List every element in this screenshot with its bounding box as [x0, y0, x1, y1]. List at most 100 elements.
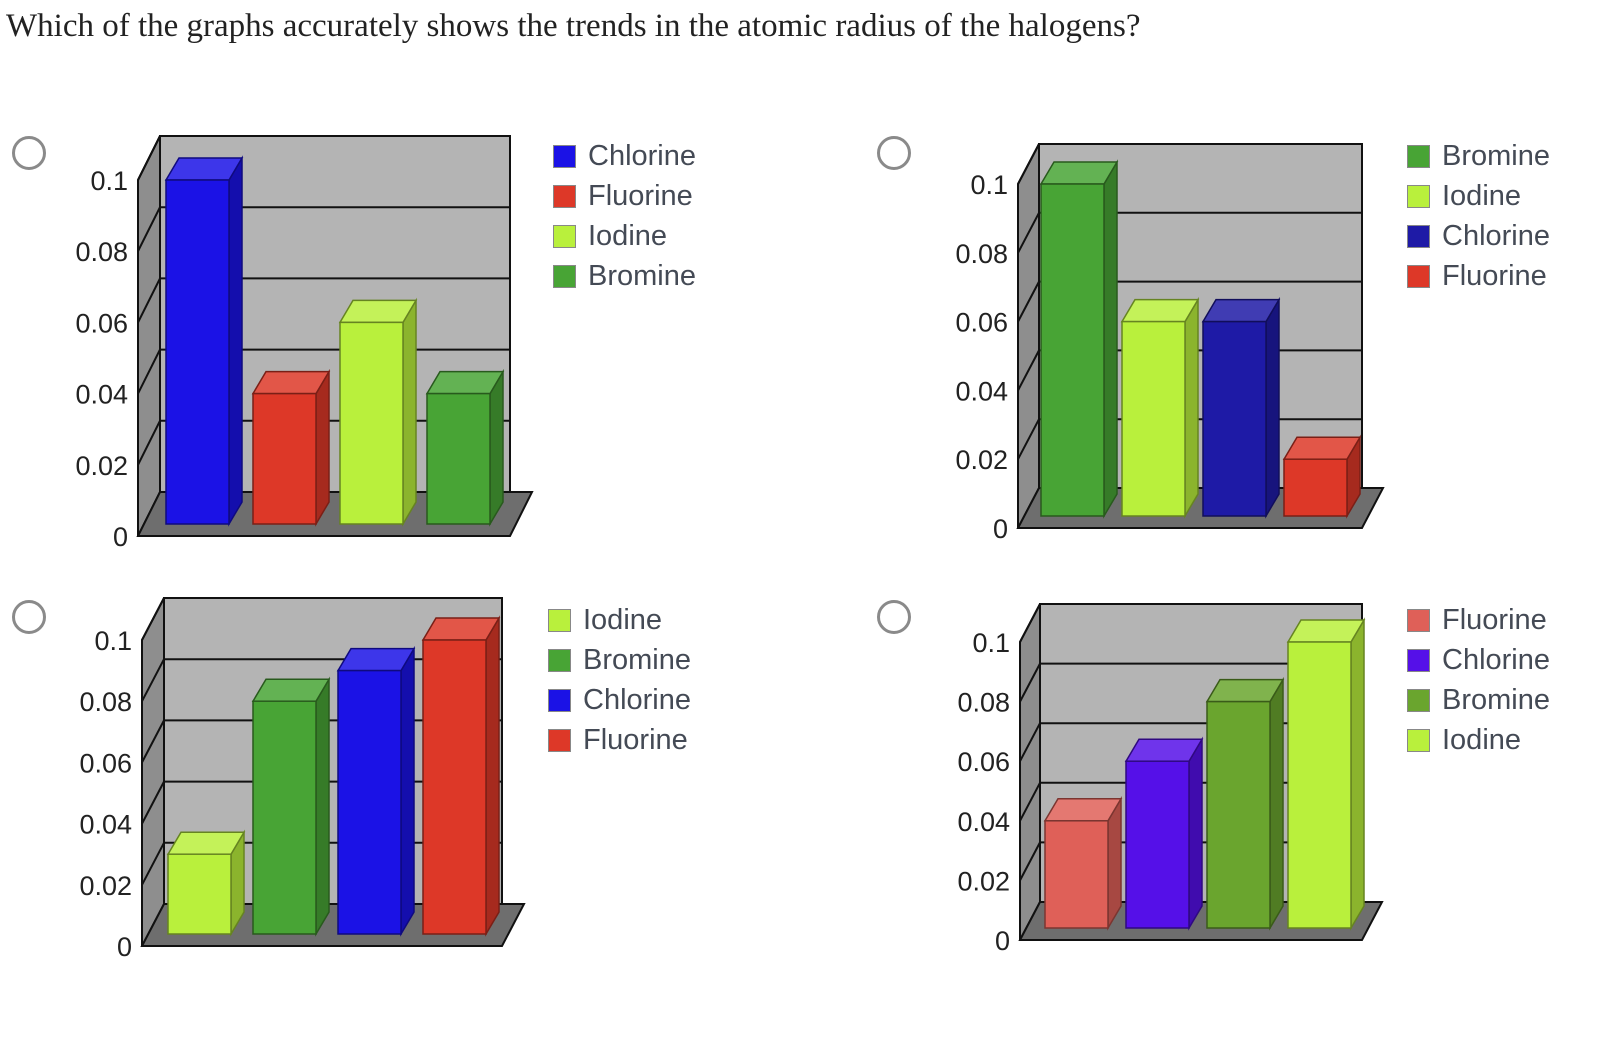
legend-item-chlorine: Chlorine: [1407, 640, 1550, 680]
bar-iodine: [1286, 617, 1366, 931]
legend-swatch: [1407, 264, 1430, 288]
legend-label: Iodine: [1442, 179, 1522, 212]
legend-label: Fluorine: [583, 723, 688, 756]
legend-item-fluorine: Fluorine: [553, 176, 696, 216]
bar-iodine: [338, 297, 418, 527]
legend-item-fluorine: Fluorine: [548, 720, 691, 760]
bar-chlorine: [336, 645, 416, 937]
y-tick-label: 0.08: [79, 687, 132, 717]
legend-swatch: [548, 728, 571, 752]
legend-label: Bromine: [1442, 683, 1550, 716]
legend-item-iodine: Iodine: [1407, 720, 1550, 760]
legend-label: Bromine: [1442, 139, 1550, 172]
y-tick-label: 0: [995, 926, 1010, 956]
legend-item-iodine: Iodine: [548, 600, 691, 640]
y-tick-label: 0.02: [957, 866, 1010, 896]
y-tick-label: 0.08: [957, 688, 1010, 718]
legend-label: Fluorine: [588, 179, 693, 212]
bar-fluorine: [421, 615, 501, 937]
legend-label: Chlorine: [1442, 643, 1550, 676]
legend-item-bromine: Bromine: [1407, 136, 1550, 176]
y-tick-label: 0.02: [955, 445, 1008, 475]
legend-label: Chlorine: [1442, 219, 1550, 252]
legend-label: Chlorine: [583, 683, 691, 716]
gridline-side: [1019, 603, 1041, 643]
legend-item-iodine: Iodine: [1407, 176, 1550, 216]
legend-item-chlorine: Chlorine: [1407, 216, 1550, 256]
y-tick-label: 0.02: [79, 871, 132, 901]
answer-option-3[interactable]: 0 0.02 0.04 0.06 0.08 0.1 Iodine Bromine Chlori…: [0, 597, 760, 1040]
legend-item-fluorine: Fluorine: [1407, 600, 1550, 640]
gridline-side: [1017, 143, 1040, 185]
y-tick-label: 0.06: [75, 308, 128, 338]
legend-label: Iodine: [588, 219, 668, 252]
bar-chlorine: [164, 155, 244, 527]
y-tick-label: 0.1: [972, 628, 1010, 658]
y-tick-label: 0.04: [79, 810, 132, 840]
legend-swatch: [1407, 648, 1430, 672]
y-tick-label: 0.1: [90, 166, 128, 196]
option-2-chart: 0 0.02 0.04 0.06 0.08 0.1: [955, 143, 1385, 544]
legend-swatch: [1407, 608, 1430, 632]
bar-chlorine: [1124, 736, 1204, 931]
y-tick-label: 0.02: [75, 451, 128, 481]
legend-item-chlorine: Chlorine: [553, 136, 696, 176]
y-tick-label: 0.08: [955, 239, 1008, 269]
answer-option-4[interactable]: 0 0.02 0.04 0.06 0.08 0.1 Fluorine Chlorine Bro…: [865, 600, 1617, 1040]
bar-iodine: [1120, 296, 1200, 519]
chart-left-wall: [1019, 603, 1041, 941]
legend-swatch: [553, 264, 576, 288]
chart-left-wall: [1017, 143, 1040, 529]
y-tick-label: 0: [117, 932, 132, 962]
legend-swatch: [548, 648, 571, 672]
legend-swatch: [553, 144, 576, 168]
option-3-chart: 0 0.02 0.04 0.06 0.08 0.1: [79, 597, 526, 962]
legend-swatch: [548, 688, 571, 712]
y-tick-label: 0.1: [970, 170, 1008, 200]
legend-label: Bromine: [583, 643, 691, 676]
gridline-side: [1017, 212, 1040, 254]
legend-item-bromine: Bromine: [548, 640, 691, 680]
legend-item-bromine: Bromine: [1407, 680, 1550, 720]
bar-bromine: [251, 676, 331, 937]
chart-left-wall: [137, 135, 161, 537]
y-tick-label: 0: [993, 514, 1008, 544]
legend-label: Bromine: [588, 259, 696, 292]
y-tick-label: 0.06: [79, 748, 132, 778]
legend-swatch: [553, 184, 576, 208]
option-1-radio[interactable]: [12, 136, 46, 170]
chart-left-wall: [141, 597, 165, 947]
gridline-side: [1019, 722, 1041, 762]
gridline-side: [1017, 281, 1040, 323]
option-2-radio[interactable]: [877, 136, 911, 170]
option-4-chart: 0 0.02 0.04 0.06 0.08 0.1: [957, 603, 1384, 956]
legend-swatch: [1407, 144, 1430, 168]
bar-iodine: [166, 829, 246, 937]
option-3-radio[interactable]: [12, 600, 46, 634]
y-tick-label: 0.04: [75, 380, 128, 410]
legend-swatch: [553, 224, 576, 248]
answer-option-2[interactable]: 0 0.02 0.04 0.06 0.08 0.1 Bromine Iodine Chlori…: [865, 136, 1617, 576]
option-2-legend: Bromine Iodine Chlorine Fluorine: [1407, 136, 1550, 296]
legend-swatch: [1407, 224, 1430, 248]
gridline-side: [1017, 349, 1040, 391]
question-text: Which of the graphs accurately shows the…: [6, 8, 1141, 44]
gridline-side: [141, 781, 165, 825]
y-tick-label: 0.04: [955, 376, 1008, 406]
bar-bromine: [1205, 676, 1285, 931]
y-tick-label: 0: [113, 522, 128, 552]
answer-option-1[interactable]: 0 0.02 0.04 0.06 0.08 0.1 Chlorine Fluorine Iod…: [0, 135, 760, 576]
gridline-side: [141, 842, 165, 886]
gridline-side: [1017, 418, 1040, 460]
legend-item-iodine: Iodine: [553, 216, 696, 256]
legend-swatch: [548, 608, 571, 632]
gridline-side: [137, 349, 161, 395]
y-tick-label: 0.06: [955, 308, 1008, 338]
option-4-radio[interactable]: [877, 600, 911, 634]
bar-chlorine: [1201, 296, 1281, 519]
legend-item-bromine: Bromine: [553, 256, 696, 296]
option-4-legend: Fluorine Chlorine Bromine Iodine: [1407, 600, 1550, 760]
legend-swatch: [1407, 728, 1430, 752]
y-tick-label: 0.06: [957, 747, 1010, 777]
legend-item-chlorine: Chlorine: [548, 680, 691, 720]
